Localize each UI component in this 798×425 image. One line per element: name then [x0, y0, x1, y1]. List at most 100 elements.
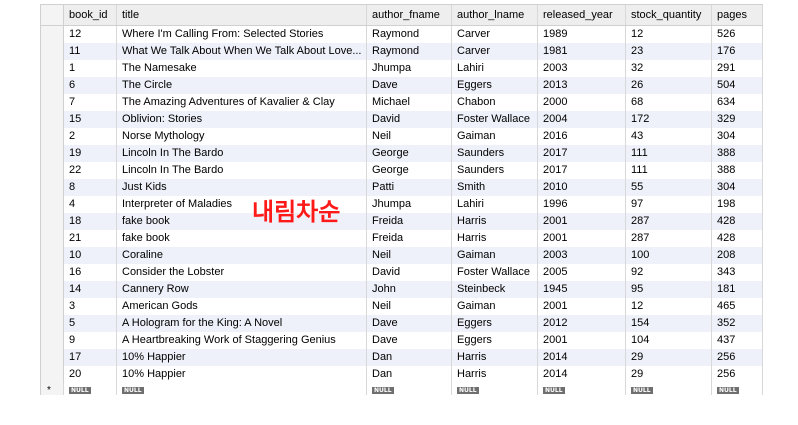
cell-book-id[interactable]: 4 — [64, 196, 117, 213]
cell-title[interactable]: The Amazing Adventures of Kavalier & Cla… — [117, 94, 367, 111]
cell-stock-quantity[interactable]: 68 — [626, 94, 712, 111]
table-row[interactable]: 10 Coraline Neil Gaiman 2003 100 208 — [41, 247, 763, 264]
column-header-pages[interactable]: pages — [712, 5, 763, 25]
cell-stock-quantity[interactable]: 100 — [626, 247, 712, 264]
cell-book-id[interactable]: 12 — [64, 26, 117, 43]
cell-author-lname[interactable]: Steinbeck — [452, 281, 538, 298]
row-selector-header[interactable] — [41, 5, 64, 25]
cell-stock-quantity[interactable]: 12 — [626, 298, 712, 315]
cell-book-id[interactable]: 8 — [64, 179, 117, 196]
cell-stock-quantity[interactable]: 26 — [626, 77, 712, 94]
column-header-title[interactable]: title — [117, 5, 367, 25]
cell-title[interactable]: A Hologram for the King: A Novel — [117, 315, 367, 332]
cell-author-lname[interactable]: Lahiri — [452, 196, 538, 213]
cell-author-lname[interactable]: Gaiman — [452, 128, 538, 145]
row-selector[interactable] — [41, 298, 64, 315]
table-row[interactable]: 4 Interpreter of Maladies Jhumpa Lahiri 1996… — [41, 196, 763, 213]
cell-released-year[interactable]: 2017 — [538, 145, 626, 162]
cell-book-id[interactable]: 21 — [64, 230, 117, 247]
cell-released-year[interactable]: 2003 — [538, 247, 626, 264]
table-row[interactable]: 22 Lincoln In The Bardo George Saunders 2017… — [41, 162, 763, 179]
cell-pages[interactable]: 343 — [712, 264, 763, 281]
row-selector[interactable] — [41, 77, 64, 94]
cell-title[interactable]: A Heartbreaking Work of Staggering Geniu… — [117, 332, 367, 349]
table-row[interactable]: 17 10% Happier Dan Harris 2014 29 256 — [41, 349, 763, 366]
table-row[interactable]: 6 The Circle Dave Eggers 2013 26 504 — [41, 77, 763, 94]
cell-book-id[interactable]: 22 — [64, 162, 117, 179]
cell-title[interactable]: What We Talk About When We Talk About Lo… — [117, 43, 367, 60]
cell-author-fname[interactable]: David — [367, 264, 452, 281]
new-row[interactable]: NULL NULL NULL NULL NULL NULL NULL — [41, 383, 763, 395]
cell-author-lname[interactable]: Foster Wallace — [452, 264, 538, 281]
row-selector[interactable] — [41, 264, 64, 281]
cell-author-fname[interactable]: Raymond — [367, 43, 452, 60]
cell-released-year[interactable]: 2003 — [538, 60, 626, 77]
cell-stock-quantity[interactable]: 29 — [626, 366, 712, 383]
cell-author-lname[interactable]: Gaiman — [452, 247, 538, 264]
cell-pages[interactable]: 304 — [712, 128, 763, 145]
cell-title[interactable]: Lincoln In The Bardo — [117, 162, 367, 179]
cell-author-fname[interactable]: Neil — [367, 247, 452, 264]
cell-title[interactable]: Where I'm Calling From: Selected Stories — [117, 26, 367, 43]
cell-author-fname[interactable]: Jhumpa — [367, 60, 452, 77]
column-header-book-id[interactable]: book_id — [64, 5, 117, 25]
cell-author-fname[interactable]: Dave — [367, 332, 452, 349]
cell-title[interactable]: fake book — [117, 230, 367, 247]
null-cell[interactable]: NULL — [712, 383, 763, 395]
cell-author-lname[interactable]: Lahiri — [452, 60, 538, 77]
table-row[interactable]: 12 Where I'm Calling From: Selected Stori… — [41, 26, 763, 43]
cell-title[interactable]: Cannery Row — [117, 281, 367, 298]
cell-title[interactable]: Coraline — [117, 247, 367, 264]
cell-book-id[interactable]: 7 — [64, 94, 117, 111]
cell-author-fname[interactable]: Neil — [367, 128, 452, 145]
table-row[interactable]: 1 The Namesake Jhumpa Lahiri 2003 32 291 — [41, 60, 763, 77]
cell-released-year[interactable]: 2000 — [538, 94, 626, 111]
cell-book-id[interactable]: 15 — [64, 111, 117, 128]
cell-book-id[interactable]: 19 — [64, 145, 117, 162]
cell-author-lname[interactable]: Eggers — [452, 332, 538, 349]
cell-author-lname[interactable]: Smith — [452, 179, 538, 196]
cell-released-year[interactable]: 2012 — [538, 315, 626, 332]
cell-title[interactable]: 10% Happier — [117, 366, 367, 383]
null-cell[interactable]: NULL — [452, 383, 538, 395]
table-row[interactable]: 15 Oblivion: Stories David Foster Wallace 20… — [41, 111, 763, 128]
cell-book-id[interactable]: 6 — [64, 77, 117, 94]
column-header-released-year[interactable]: released_year — [538, 5, 626, 25]
row-selector[interactable] — [41, 332, 64, 349]
cell-stock-quantity[interactable]: 154 — [626, 315, 712, 332]
cell-book-id[interactable]: 3 — [64, 298, 117, 315]
row-selector[interactable] — [41, 145, 64, 162]
null-cell[interactable]: NULL — [626, 383, 712, 395]
cell-stock-quantity[interactable]: 92 — [626, 264, 712, 281]
cell-stock-quantity[interactable]: 23 — [626, 43, 712, 60]
cell-stock-quantity[interactable]: 111 — [626, 145, 712, 162]
cell-released-year[interactable]: 2013 — [538, 77, 626, 94]
row-selector[interactable] — [41, 383, 64, 395]
row-selector[interactable] — [41, 315, 64, 332]
cell-released-year[interactable]: 2001 — [538, 332, 626, 349]
cell-pages[interactable]: 352 — [712, 315, 763, 332]
cell-pages[interactable]: 634 — [712, 94, 763, 111]
cell-stock-quantity[interactable]: 29 — [626, 349, 712, 366]
cell-author-lname[interactable]: Foster Wallace — [452, 111, 538, 128]
cell-author-fname[interactable]: Dave — [367, 77, 452, 94]
cell-stock-quantity[interactable]: 111 — [626, 162, 712, 179]
cell-pages[interactable]: 504 — [712, 77, 763, 94]
row-selector[interactable] — [41, 60, 64, 77]
table-row[interactable]: 3 American Gods Neil Gaiman 2001 12 465 — [41, 298, 763, 315]
cell-released-year[interactable]: 2014 — [538, 366, 626, 383]
cell-pages[interactable]: 181 — [712, 281, 763, 298]
cell-pages[interactable]: 256 — [712, 366, 763, 383]
cell-author-fname[interactable]: George — [367, 162, 452, 179]
cell-pages[interactable]: 304 — [712, 179, 763, 196]
null-cell[interactable]: NULL — [538, 383, 626, 395]
cell-pages[interactable]: 388 — [712, 145, 763, 162]
cell-author-fname[interactable]: Michael — [367, 94, 452, 111]
cell-title[interactable]: American Gods — [117, 298, 367, 315]
cell-released-year[interactable]: 2005 — [538, 264, 626, 281]
row-selector[interactable] — [41, 349, 64, 366]
cell-author-fname[interactable]: Patti — [367, 179, 452, 196]
cell-stock-quantity[interactable]: 95 — [626, 281, 712, 298]
column-header-author-lname[interactable]: author_lname — [452, 5, 538, 25]
